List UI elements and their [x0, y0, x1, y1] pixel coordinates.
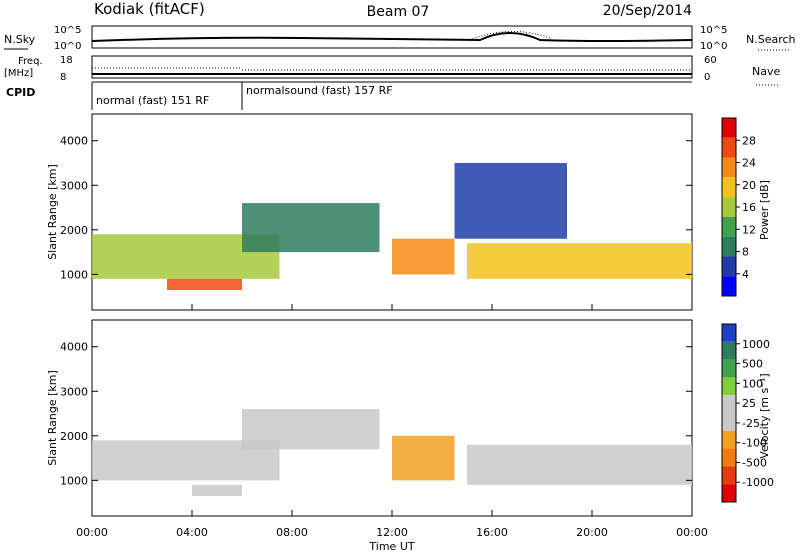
- nsky-trace: [91, 32, 693, 42]
- velocity-colorbar-frame: [721, 323, 737, 503]
- power-colorbar-tick-label-0: 28: [742, 134, 756, 147]
- time-tick-label-5: 20:00: [576, 526, 608, 539]
- power-echo-region-5: [454, 163, 567, 239]
- time-axis-label: Time UT: [368, 540, 414, 553]
- velocity-colorbar-tick-label-6: -500: [742, 456, 767, 469]
- power-ytick-label-1: 3000: [60, 179, 88, 192]
- velocity-colorbar-tick-label-5: -100: [742, 437, 767, 450]
- velocity-colorbar-seg-0: [722, 324, 736, 342]
- velocity-colorbar-seg-7: [722, 448, 736, 467]
- velocity-colorbar-seg-8: [722, 466, 736, 485]
- time-tick-label-3: 12:00: [376, 526, 408, 539]
- velocity-colorbar: 1000 500 100 25 -25 -100 -500 -1000: [721, 323, 774, 503]
- power-echo-region-4: [467, 243, 692, 279]
- velocity-colorbar-seg-4: [722, 395, 736, 413]
- time-tick-layer: 00:00 04:00 08:00 12:00 16:00 20:00 00:00: [76, 304, 708, 539]
- power-ytick-label-3: 1000: [60, 268, 88, 281]
- velocity-colorbar-tick-label-0: 1000: [742, 338, 770, 351]
- velocity-colorbar-seg-1: [722, 341, 736, 360]
- power-colorbar-label: Power [dB]: [758, 180, 771, 240]
- power-colorbar-tick-label-4: 12: [742, 223, 756, 236]
- velocity-echo-region-4: [467, 444, 692, 485]
- freq-label-line2: [MHz]: [4, 68, 33, 79]
- velocity-ytick-label-0: 4000: [60, 341, 88, 354]
- velocity-panel: Slant Range [km] 4000 3000 2000 1000 1000 50…: [46, 319, 774, 517]
- power-ytick-layer: 4000 3000 2000 1000: [60, 135, 692, 281]
- velocity-colorbar-tick-label-4: -25: [742, 417, 760, 430]
- velocity-ytick-label-1: 3000: [60, 385, 88, 398]
- velocity-colorbar-seg-6: [722, 430, 736, 449]
- power-panel: Slant Range [km] 4000 3000 2000 1000 28 24 20…: [46, 113, 771, 311]
- velocity-colorbar-seg-5: [722, 413, 736, 431]
- velocity-echo-region-2: [242, 409, 380, 450]
- velocity-colorbar-seg-2: [722, 359, 736, 378]
- nave-tick-low: 0: [704, 72, 710, 83]
- power-colorbar-seg-4: [722, 197, 736, 217]
- freq-tick-high: 18: [60, 55, 73, 66]
- power-colorbar-seg-0: [722, 118, 736, 138]
- time-tick-label-4: 16:00: [476, 526, 508, 539]
- power-colorbar-seg-7: [722, 256, 736, 277]
- power-colorbar-tick-label-1: 24: [742, 157, 756, 170]
- power-echo-region-3: [392, 238, 455, 275]
- velocity-colorbar-tick-label-1: 500: [742, 358, 763, 371]
- power-colorbar-seg-5: [722, 216, 736, 237]
- time-tick-label-2: 08:00: [276, 526, 308, 539]
- velocity-colorbar-seg-9: [722, 484, 736, 502]
- noise-tick-low-left: 10^0: [54, 41, 81, 52]
- velocity-echo-layer: [92, 409, 692, 496]
- power-echo-region-2: [242, 203, 380, 253]
- time-tick-label-1: 04:00: [176, 526, 208, 539]
- velocity-echo-region-1: [192, 484, 242, 496]
- velocity-ytick-label-3: 1000: [60, 474, 88, 487]
- nave-label: Nave: [752, 65, 780, 78]
- power-colorbar-seg-3: [722, 177, 736, 198]
- cpid-segment-1: normal (fast) 151 RF: [96, 94, 209, 107]
- power-colorbar-seg-2: [722, 157, 736, 178]
- power-colorbar-tick-label-2: 20: [742, 179, 756, 192]
- power-colorbar-tick-label-3: 16: [742, 201, 756, 214]
- nsearch-label: N.Search: [746, 33, 796, 46]
- power-echo-region-1: [167, 278, 242, 290]
- power-colorbar-seg-6: [722, 236, 736, 257]
- noise-tick-high-left: 10^5: [54, 25, 81, 36]
- power-ylabel: Slant Range [km]: [46, 164, 59, 260]
- velocity-colorbar-tick-label-2: 100: [742, 377, 763, 390]
- power-colorbar-seg-1: [722, 137, 736, 158]
- noise-tick-high-right: 10^5: [700, 25, 727, 36]
- freq-tick-low: 8: [60, 72, 66, 83]
- velocity-echo-region-3: [392, 435, 455, 481]
- power-colorbar-tick-label-6: 4: [742, 268, 749, 281]
- power-colorbar-tick-label-5: 8: [742, 246, 749, 259]
- time-tick-label-0: 00:00: [76, 526, 108, 539]
- time-tick-label-6: 00:00: [676, 526, 708, 539]
- nave-tick-high: 60: [704, 55, 717, 66]
- beam-title: Beam 07: [367, 4, 430, 20]
- velocity-colorbar-label: Velocity [m s⁻¹]: [758, 373, 771, 458]
- power-ytick-label-2: 2000: [60, 224, 88, 237]
- station-title: Kodiak (fitACF): [94, 0, 205, 18]
- noise-panel-frame: [91, 25, 693, 49]
- freq-panel-frame: [91, 55, 693, 79]
- velocity-ytick-layer: 4000 3000 2000 1000: [60, 341, 692, 487]
- freq-label-line1: Freq.: [18, 56, 43, 67]
- cpid-label: CPID: [6, 86, 35, 99]
- velocity-colorbar-tick-label-7: -1000: [742, 476, 774, 489]
- nsky-label: N.Sky: [4, 33, 36, 46]
- power-echo-layer: [92, 163, 692, 290]
- velocity-colorbar-tick-label-3: 25: [742, 397, 756, 410]
- velocity-ylabel: Slant Range [km]: [46, 370, 59, 466]
- velocity-ytick-label-2: 2000: [60, 430, 88, 443]
- velocity-colorbar-seg-3: [722, 377, 736, 396]
- noise-tick-low-right: 10^0: [700, 41, 727, 52]
- velocity-panel-frame: [91, 319, 693, 517]
- cpid-segment-2: normalsound (fast) 157 RF: [246, 84, 393, 97]
- date-title: 20/Sep/2014: [603, 3, 692, 19]
- power-colorbar-seg-8: [722, 276, 736, 296]
- power-colorbar: 28 24 20 16 12 8 4: [721, 117, 756, 297]
- power-ytick-label-0: 4000: [60, 135, 88, 148]
